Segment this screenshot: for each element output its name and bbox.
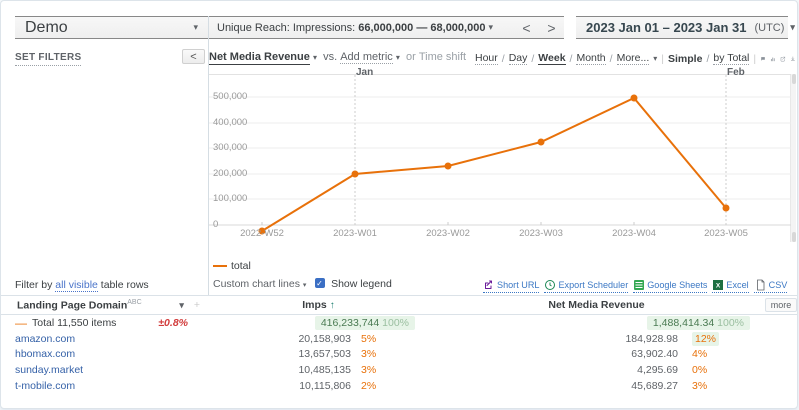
svg-text:X: X bbox=[716, 283, 721, 290]
